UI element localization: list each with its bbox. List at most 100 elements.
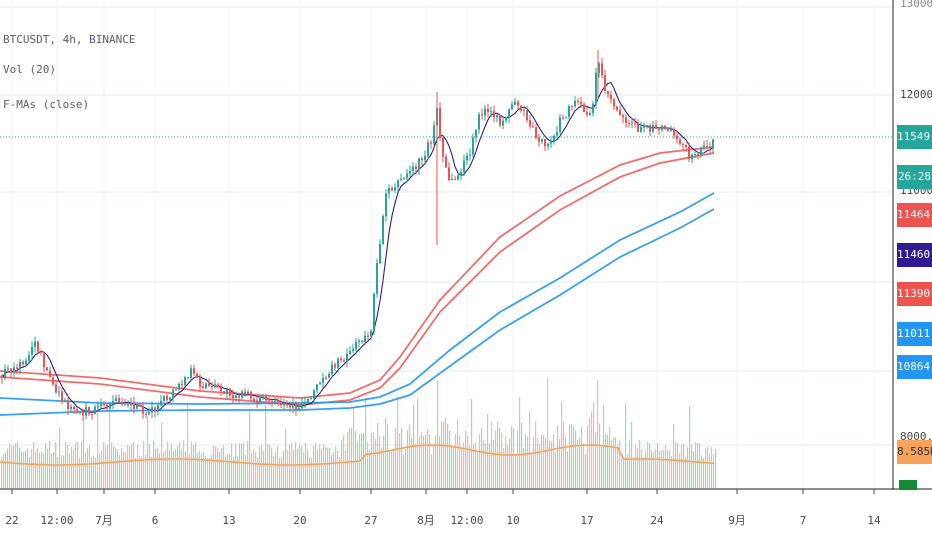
volume-bar (535, 421, 537, 488)
candle-body (418, 158, 420, 170)
ma-red-lower-tag: 11390.24 (897, 282, 932, 306)
symbol-legend[interactable]: BTCUSDT, 4h, BINANCE (3, 33, 136, 46)
volume-bar (337, 450, 339, 488)
candle-body (157, 405, 159, 412)
candle-body (253, 398, 255, 401)
candle-body (580, 101, 582, 105)
volume-bar (143, 441, 145, 488)
volume-bar (25, 450, 27, 488)
volume-legend[interactable]: Vol (20) (3, 63, 56, 76)
candle-body (181, 383, 183, 385)
candle-body (553, 135, 555, 142)
volume-bars (0, 377, 717, 488)
volume-bar (133, 441, 135, 488)
candle-body (277, 400, 279, 402)
volume-bar (637, 448, 639, 488)
volume-bar (323, 444, 325, 488)
volume-bar (129, 446, 131, 488)
candle-body (640, 127, 642, 132)
volume-bar (121, 447, 123, 488)
candle-body (232, 395, 234, 398)
volume-bar (87, 447, 89, 488)
volume-bar (411, 438, 413, 488)
candle-body (49, 370, 51, 378)
volume-bar (619, 440, 621, 488)
candle-body (466, 155, 468, 161)
volume-bar (321, 449, 323, 488)
candle-body (652, 125, 654, 132)
volume-bar (477, 452, 479, 488)
volume-bar (93, 455, 95, 488)
candle-body (31, 346, 33, 355)
candle-body (430, 142, 432, 144)
volume-bar (585, 454, 587, 488)
candle-body (13, 367, 15, 372)
indicator-legend[interactable]: F-MAs (close) (3, 98, 90, 111)
volume-bar (667, 449, 669, 488)
candle-body (454, 178, 456, 180)
candle-body (670, 129, 672, 131)
volume-bar (281, 457, 283, 488)
volume-bar (581, 426, 583, 488)
volume-bar (315, 443, 317, 488)
candle-body (706, 145, 708, 147)
volume-bar (677, 443, 679, 488)
candle-body (127, 404, 129, 406)
candle-body (592, 103, 594, 114)
volume-bar (435, 435, 437, 488)
candle-body (337, 358, 339, 368)
candle-body (385, 193, 387, 217)
candle-body (586, 112, 588, 115)
volume-bar (331, 455, 333, 488)
volume-bar (203, 451, 205, 488)
volume-bar (641, 449, 643, 488)
candle-body (256, 400, 258, 402)
time-axis-label: 7 (800, 514, 807, 527)
candle-body (40, 351, 42, 353)
volume-bar (105, 446, 107, 488)
volume-bar (471, 398, 473, 488)
candle-body (52, 377, 54, 385)
candle-body (499, 115, 501, 126)
volume-bar (529, 411, 531, 488)
volume-bar (659, 450, 661, 488)
candle-body (703, 145, 705, 149)
volume-bar (327, 447, 329, 488)
volume-bar (495, 430, 497, 488)
volume-bar (507, 444, 509, 488)
volume-bar (381, 447, 383, 488)
candle-body (694, 154, 696, 156)
candle-body (514, 101, 516, 105)
candle-body (55, 384, 57, 393)
volume-bar (139, 455, 141, 488)
volume-bar (565, 437, 567, 488)
volume-bar (631, 422, 633, 488)
corner-indicator (899, 480, 917, 490)
volume-bar (451, 446, 453, 488)
candle-body (637, 123, 639, 132)
volume-bar (635, 444, 637, 488)
volume-bar (9, 443, 11, 488)
candle-body (709, 146, 711, 149)
volume-bar (73, 449, 75, 488)
volume-bar (445, 417, 447, 488)
volume-bar (185, 451, 187, 488)
volume-bar (263, 451, 265, 488)
volume-bar (339, 457, 341, 488)
candle-body (64, 400, 66, 402)
price-axis-label: 12000.00 (900, 88, 932, 101)
volume-bar (387, 424, 389, 488)
candle-body (328, 373, 330, 378)
volume-bar (449, 430, 451, 488)
volume-bar (441, 420, 443, 488)
candle-body (532, 126, 534, 128)
candle-body (196, 373, 198, 378)
ma-blue-lower-line (0, 208, 715, 416)
candle-body (229, 388, 231, 396)
candle-body (520, 105, 522, 111)
candle-body (283, 404, 285, 406)
volume-bar (153, 440, 155, 488)
candle-body (220, 387, 222, 392)
